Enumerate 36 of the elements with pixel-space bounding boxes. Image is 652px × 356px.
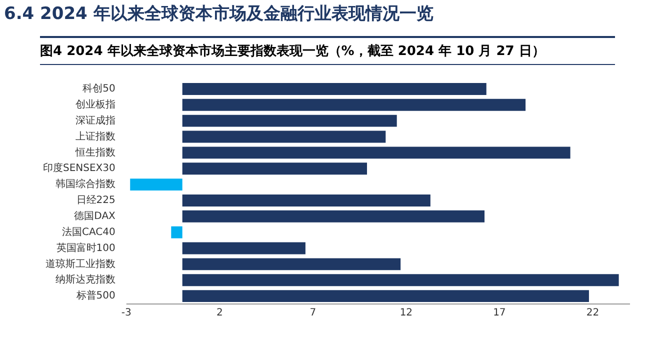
text: 6.4 2024 年以来全球资本市场及金融行业表现情况一览 bbox=[4, 3, 434, 25]
y-tick-label: 纳斯达克指数 bbox=[55, 274, 116, 286]
bar bbox=[182, 290, 589, 302]
y-tick-label: 德国DAX bbox=[74, 210, 116, 222]
y-tick-label: 印度SENSEX30 bbox=[42, 162, 116, 174]
bar bbox=[182, 258, 401, 270]
x-tick-label: 17 bbox=[493, 308, 506, 319]
y-tick-label: 法国CAC40 bbox=[62, 226, 116, 238]
x-tick-label: 2 bbox=[216, 308, 223, 319]
chart-title: 图4 2024 年以来全球资本市场主要指数表现一览（%，截至 2024 年 10 月 27 日） bbox=[40, 36, 615, 65]
y-tick-label: 标普500 bbox=[75, 290, 116, 302]
bar bbox=[182, 114, 397, 127]
y-tick-label: 恒生指数 bbox=[74, 146, 116, 158]
bar bbox=[182, 130, 386, 143]
bar bbox=[182, 210, 485, 222]
y-tick-label: 科创50 bbox=[82, 82, 116, 95]
bar bbox=[182, 194, 430, 206]
y-tick-label: 创业板指 bbox=[75, 98, 116, 110]
bar bbox=[182, 98, 526, 111]
y-tick-label: 英国富时100 bbox=[56, 242, 116, 254]
bar bbox=[182, 162, 368, 175]
x-tick-label: 12 bbox=[400, 308, 413, 319]
bar bbox=[182, 82, 486, 95]
y-tick-label: 道琼斯工业指数 bbox=[45, 258, 116, 270]
x-tick-label: 22 bbox=[586, 308, 600, 319]
bar bbox=[182, 242, 306, 254]
bar bbox=[182, 146, 570, 159]
y-tick-label: 深证成指 bbox=[75, 114, 116, 126]
x-tick-label: 7 bbox=[310, 308, 316, 319]
x-tick-label: -3 bbox=[121, 308, 132, 319]
y-tick-label: 上证指数 bbox=[75, 130, 116, 142]
bar bbox=[130, 178, 182, 191]
y-tick-label: 日经225 bbox=[76, 194, 116, 206]
bar bbox=[182, 274, 619, 286]
y-tick-label: 韩国综合指数 bbox=[55, 178, 116, 190]
bar bbox=[171, 226, 182, 238]
